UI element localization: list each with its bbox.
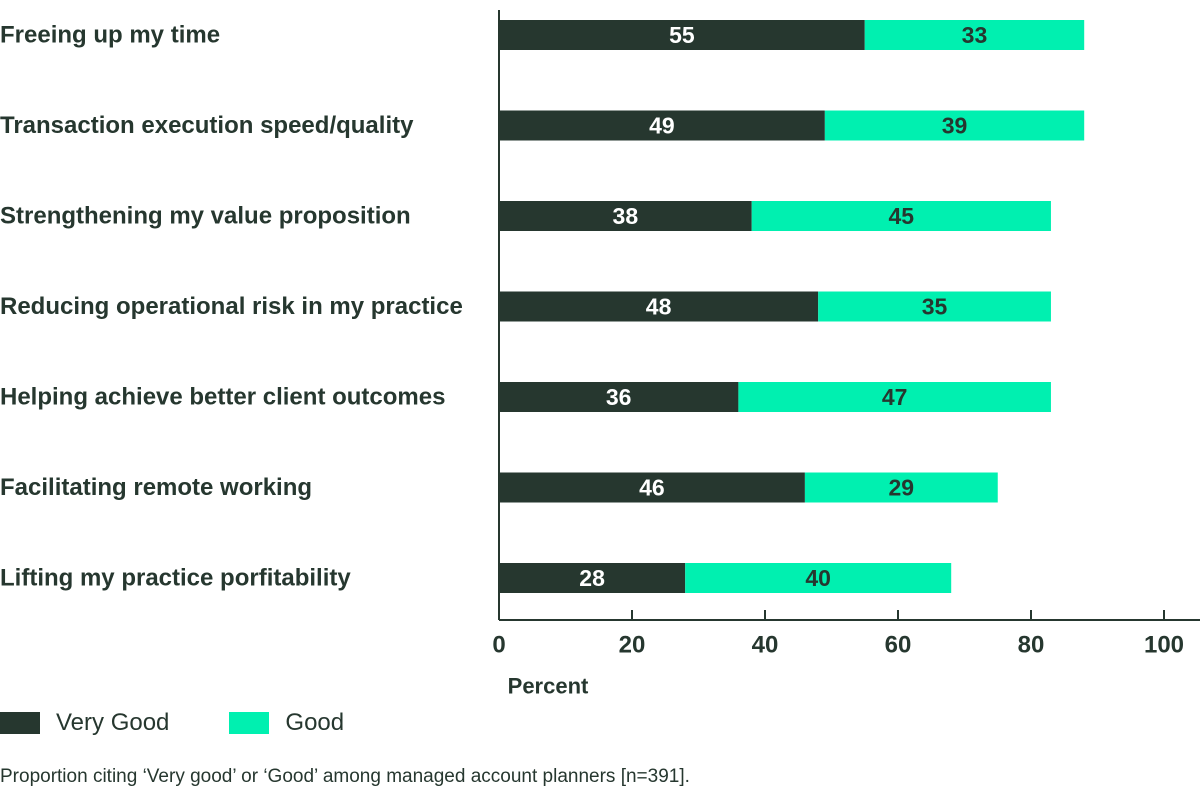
bar-segment-good (751, 201, 1051, 231)
bar-value-label: 35 (922, 294, 948, 320)
x-tick-label: 0 (492, 632, 505, 659)
legend-label-good: Good (285, 709, 345, 736)
bar-segment-good (738, 382, 1051, 412)
bar-segment-very-good (499, 110, 825, 141)
x-tick-label: 60 (885, 632, 912, 659)
bar-value-label: 38 (613, 203, 639, 229)
x-axis-title: Percent (508, 674, 589, 699)
bar-value-label: 40 (805, 565, 831, 591)
bar-segment-very-good (499, 20, 865, 50)
bar-value-label: 33 (962, 22, 988, 48)
x-axis-ticks: 0 20 40 60 80 100 (492, 610, 1184, 659)
bar-segment-very-good (499, 291, 819, 322)
x-tick-label: 40 (752, 632, 779, 659)
bar-value-label: 29 (889, 475, 915, 501)
bar-segment-good (864, 20, 1085, 50)
category-labels: Freeing up my time Transaction execution … (0, 22, 463, 592)
legend-swatch-good (229, 712, 270, 734)
x-tick-label: 100 (1144, 632, 1184, 659)
bar-chart: Freeing up my time Transaction execution … (0, 10, 1200, 699)
legend-item-good: Good (229, 709, 344, 737)
bars (499, 20, 1085, 593)
bar-segment-very-good (499, 563, 686, 593)
x-tick-label: 80 (1018, 632, 1045, 659)
bar-value-label: 47 (882, 384, 908, 410)
bar-value-labels: 55 33 49 39 38 45 48 35 36 47 46 29 28 40 (579, 22, 987, 591)
bar-value-label: 36 (606, 384, 632, 410)
category-label: Transaction execution speed/quality (0, 112, 414, 139)
category-label: Strengthening my value proposition (0, 203, 411, 230)
bar-segment-very-good (499, 201, 752, 231)
category-label: Lifting my practice porfitability (0, 565, 351, 592)
x-tick-label: 20 (619, 632, 646, 659)
legend-item-very-good: Very Good (0, 709, 169, 737)
legend-label-very-good: Very Good (56, 709, 170, 736)
bar-value-label: 49 (649, 113, 675, 139)
bar-segment-good (804, 472, 998, 503)
bar-segment-good (818, 291, 1051, 322)
legend: Very Good Good (0, 706, 404, 740)
category-label: Helping achieve better client outcomes (0, 384, 445, 411)
bar-value-label: 48 (646, 294, 672, 320)
bar-value-label: 45 (889, 203, 915, 229)
category-label: Facilitating remote working (0, 474, 312, 501)
bar-value-label: 46 (639, 475, 665, 501)
chart-caption: Proportion citing ‘Very good’ or ‘Good’ … (0, 766, 690, 787)
category-label: Freeing up my time (0, 22, 220, 49)
bar-segment-good (824, 110, 1085, 141)
bar-segment-good (685, 563, 952, 593)
bar-value-label: 55 (669, 22, 695, 48)
bar-value-label: 39 (942, 113, 968, 139)
bar-value-label: 28 (579, 565, 605, 591)
bar-segment-very-good (499, 382, 739, 412)
bar-segment-very-good (499, 472, 805, 503)
legend-swatch-very-good (0, 712, 40, 734)
category-label: Reducing operational risk in my practice (0, 293, 463, 320)
